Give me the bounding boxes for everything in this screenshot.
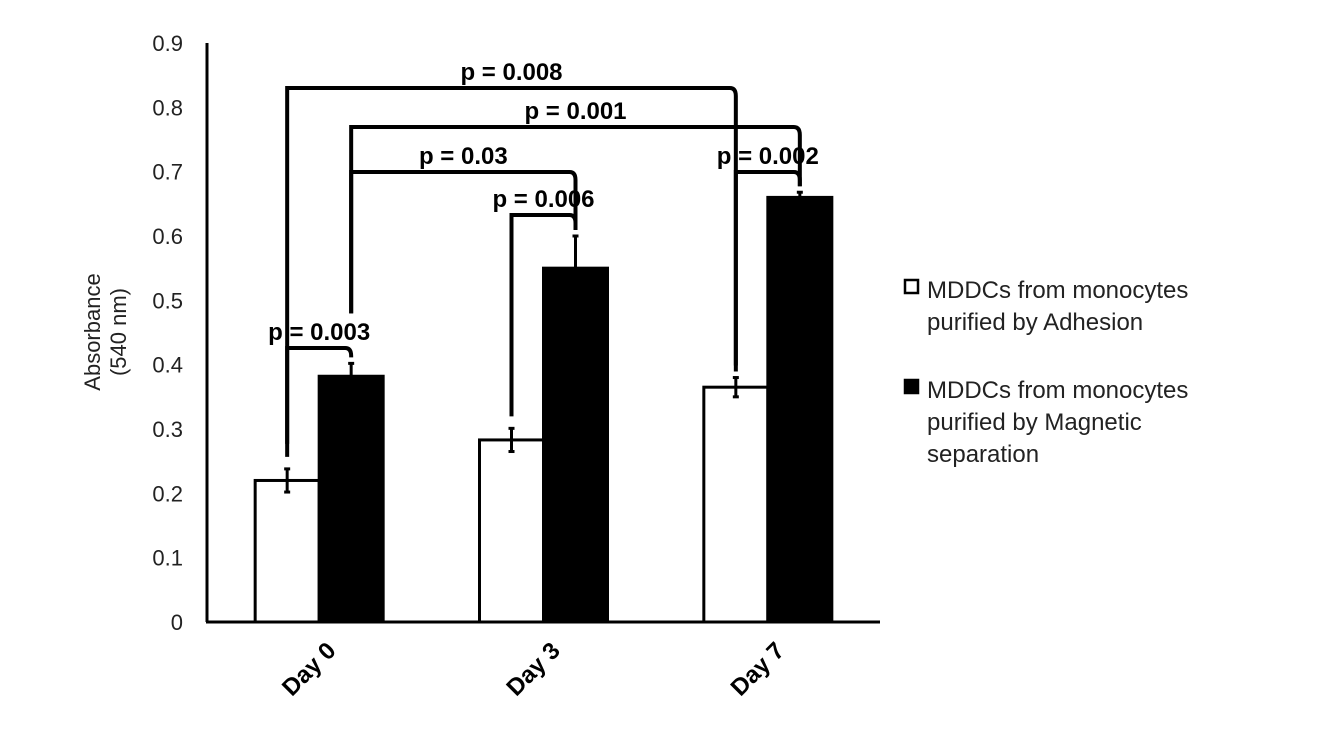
y-tick-label: 0.7 xyxy=(152,160,183,185)
significance-brackets: p = 0.003 p = 0.006 p = 0.002 p = 0.03 p = 0… xyxy=(268,59,819,457)
p-value-label: p = 0.006 xyxy=(492,186,594,213)
y-tick-label: 0.8 xyxy=(152,95,183,120)
y-tick-label: 0.1 xyxy=(152,546,183,571)
legend-swatch xyxy=(903,378,920,395)
axis-labels: 0 0.1 0.2 0.3 0.4 0.5 0.6 0.7 0.8 0.9 Absorbance (5… xyxy=(80,31,790,702)
x-category-label: Day 7 xyxy=(726,637,790,701)
bar xyxy=(478,438,545,624)
y-tick-label: 0.4 xyxy=(152,353,183,378)
legend: MDDCs from monocytes purified by Adhesion… xyxy=(903,277,1188,468)
y-tick-label: 0.5 xyxy=(152,288,183,313)
y-tick-label: 0.3 xyxy=(152,417,183,442)
legend-label-line: purified by Adhesion xyxy=(927,309,1143,336)
bar xyxy=(766,195,834,624)
x-category-label: Day 0 xyxy=(277,637,341,701)
p-value-label: p = 0.008 xyxy=(460,59,562,86)
legend-label-line: purified by Magnetic xyxy=(927,409,1142,436)
error-bars xyxy=(284,190,803,494)
y-tick-label: 0.2 xyxy=(152,481,183,506)
y-axis-title-line: (540 nm) xyxy=(106,288,131,376)
significance-bracket xyxy=(349,125,802,314)
bar xyxy=(542,266,609,624)
bar xyxy=(317,374,385,624)
y-tick-label: 0.9 xyxy=(152,31,183,56)
p-value-label: p = 0.03 xyxy=(419,143,508,170)
legend-label-line: MDDCs from monocytes xyxy=(927,377,1188,404)
significance-bracket xyxy=(285,86,738,444)
p-value-label: p = 0.003 xyxy=(268,319,370,346)
y-tick-label: 0.6 xyxy=(152,224,183,249)
y-tick-label: 0 xyxy=(171,610,183,635)
legend-label-line: separation xyxy=(927,441,1039,468)
significance-bracket xyxy=(349,170,578,314)
p-value-label: p = 0.001 xyxy=(524,98,626,125)
y-axis-title-line: Absorbance xyxy=(80,273,105,390)
bar xyxy=(702,385,770,624)
x-category-label: Day 3 xyxy=(501,637,565,701)
bar xyxy=(253,478,321,624)
significance-bracket xyxy=(285,346,354,457)
legend-label-line: MDDCs from monocytes xyxy=(927,277,1188,304)
legend-swatch xyxy=(903,278,920,295)
p-value-label: p = 0.002 xyxy=(717,143,819,170)
bars xyxy=(253,195,834,624)
